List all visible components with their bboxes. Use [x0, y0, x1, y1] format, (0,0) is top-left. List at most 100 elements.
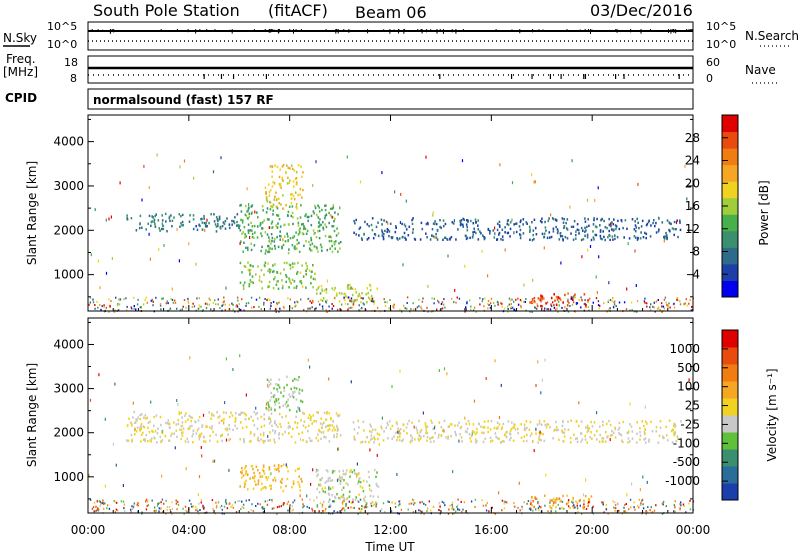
- data-cell: [609, 438, 611, 442]
- data-cell: [263, 472, 266, 475]
- data-cell: [447, 512, 450, 515]
- data-cell: [321, 476, 323, 480]
- data-cell: [429, 238, 432, 241]
- data-cell: [236, 224, 238, 227]
- data-cell: [274, 476, 276, 480]
- data-cell: [258, 296, 261, 299]
- data-cell: [553, 502, 555, 505]
- data-cell: [271, 270, 274, 274]
- data-cell: [314, 206, 317, 210]
- data-cell: [255, 505, 257, 507]
- data-cell: [322, 221, 324, 224]
- data-cell: [150, 400, 152, 404]
- data-cell: [578, 401, 580, 405]
- data-cell: [335, 292, 338, 295]
- data-cell: [134, 421, 136, 424]
- data-cell: [434, 220, 436, 223]
- data-cell: [211, 425, 213, 428]
- data-cell: [401, 236, 404, 239]
- data-cell: [425, 429, 428, 432]
- data-cell: [421, 300, 424, 303]
- data-cell: [670, 222, 672, 226]
- data-cell: [685, 298, 687, 301]
- data-cell: [431, 297, 433, 300]
- data-cell: [288, 286, 290, 289]
- data-cell: [254, 474, 256, 478]
- data-cell: [97, 306, 99, 309]
- data-cell: [526, 433, 528, 437]
- data-cell: [228, 226, 231, 230]
- data-cell: [662, 500, 665, 503]
- data-cell: [93, 501, 96, 504]
- data-cell: [304, 227, 307, 230]
- data-cell: [305, 262, 307, 265]
- data-cell: [288, 205, 291, 208]
- data-cell: [332, 305, 335, 307]
- data-cell: [331, 303, 333, 305]
- data-cell: [295, 181, 298, 184]
- data-cell: [600, 219, 602, 222]
- data-cell: [541, 298, 543, 301]
- data-cell: [313, 420, 315, 423]
- data-cell: [331, 215, 333, 219]
- data-cell: [275, 308, 277, 310]
- data-cell: [619, 432, 621, 436]
- data-cell: [440, 425, 443, 429]
- data-cell: [634, 249, 636, 253]
- colorbar-tick-label: -500: [673, 455, 700, 469]
- data-cell: [248, 212, 251, 215]
- data-cell: [320, 426, 323, 430]
- data-cell: [666, 234, 668, 237]
- data-cell: [650, 303, 652, 306]
- data-cell: [532, 509, 534, 512]
- data-cell: [559, 500, 561, 503]
- data-cell: [331, 494, 333, 497]
- data-cell: [257, 480, 260, 483]
- data-cell: [398, 237, 401, 240]
- data-cell: [437, 299, 439, 302]
- data-cell: [553, 429, 555, 432]
- data-cell: [484, 297, 486, 300]
- data-cell: [673, 434, 676, 437]
- data-cell: [665, 425, 667, 428]
- data-cell: [178, 411, 181, 414]
- data-cell: [412, 228, 414, 231]
- data-cell: [110, 300, 112, 303]
- data-cell: [367, 512, 369, 515]
- data-cell: [618, 421, 621, 425]
- data-cell: [377, 495, 379, 498]
- data-cell: [540, 304, 542, 308]
- data-cell: [274, 263, 276, 266]
- data-cell: [572, 238, 575, 241]
- data-cell: [351, 306, 354, 309]
- data-cell: [144, 438, 146, 441]
- data-cell: [549, 236, 551, 239]
- data-cell: [378, 433, 381, 436]
- data-cell: [246, 217, 249, 220]
- data-cell: [112, 442, 114, 446]
- data-cell: [267, 439, 269, 442]
- data-cell: [265, 196, 268, 199]
- data-cell: [482, 425, 484, 429]
- data-cell: [206, 302, 208, 305]
- data-cell: [582, 493, 585, 497]
- data-cell: [117, 309, 120, 312]
- data-cell: [498, 231, 501, 235]
- data-cell: [644, 231, 646, 235]
- data-cell: [405, 199, 407, 203]
- data-cell: [283, 306, 285, 309]
- data-cell: [318, 221, 320, 224]
- data-cell: [266, 233, 269, 236]
- data-cell: [268, 226, 270, 230]
- data-cell: [250, 464, 253, 468]
- data-cell: [343, 292, 346, 296]
- data-cell: [592, 230, 594, 233]
- data-cell: [399, 432, 402, 435]
- data-cell: [317, 216, 320, 219]
- data-cell: [271, 500, 273, 503]
- data-cell: [573, 433, 575, 436]
- data-cell: [149, 439, 151, 442]
- data-cell: [235, 305, 237, 308]
- data-cell: [291, 167, 294, 170]
- data-cell: [196, 429, 199, 432]
